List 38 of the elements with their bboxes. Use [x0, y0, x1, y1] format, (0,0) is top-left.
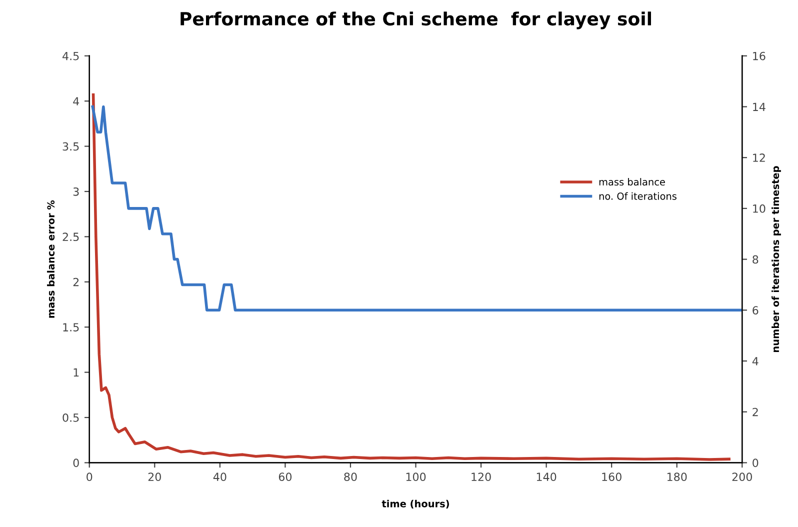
- y-tick-label: 2.5: [62, 232, 79, 242]
- y-tick-label: 3: [73, 187, 79, 196]
- legend-label: mass balance: [599, 178, 665, 186]
- y2-axis-title: number of iterations per timestep: [772, 166, 781, 352]
- x-tick-label: 80: [344, 472, 357, 482]
- y2-tick-label: 12: [753, 154, 765, 162]
- x-axis-title: time (hours): [382, 500, 449, 509]
- x-tick-label: 60: [278, 472, 292, 482]
- y2-tick-label: 10: [753, 204, 766, 213]
- x-tick-label: 160: [602, 472, 622, 482]
- line-series: [91, 105, 742, 312]
- x-tick-label: 120: [472, 472, 491, 482]
- x-tick-label: 200: [732, 472, 752, 482]
- y-tick-label: 1: [74, 368, 79, 377]
- y-tick-label: 0: [73, 458, 79, 468]
- x-tick-label: 180: [667, 472, 687, 482]
- y2-tick-label: 14: [753, 102, 766, 111]
- y2-tick-label: 8: [752, 255, 758, 264]
- x-tick-label: 40: [213, 472, 226, 482]
- x-tick-label: 100: [406, 472, 426, 482]
- y2-tick-label: 2: [752, 408, 758, 416]
- y-tick-label: 0.5: [62, 413, 79, 422]
- chart-title: Performance of the Cni scheme for clayey soil: [180, 12, 651, 30]
- legend-label: no. Of iterations: [599, 192, 676, 200]
- y-tick-label: 2: [73, 278, 79, 286]
- line-series: [92, 93, 730, 461]
- y2-tick-label: 0: [752, 458, 758, 468]
- x-tick-label: 20: [148, 472, 161, 482]
- y-tick-label: 3.5: [62, 142, 79, 151]
- y-tick-label: 1.5: [63, 323, 79, 332]
- y2-tick-label: 4: [752, 357, 758, 366]
- x-tick-label: 0: [86, 472, 92, 482]
- y2-tick-label: 6: [752, 306, 758, 315]
- y-axis-title: mass balance error %: [47, 200, 55, 318]
- x-tick-label: 140: [536, 472, 556, 482]
- y2-tick-label: 16: [753, 52, 766, 60]
- y-tick-label: 4: [73, 97, 80, 106]
- y-tick-label: 4.5: [62, 52, 79, 60]
